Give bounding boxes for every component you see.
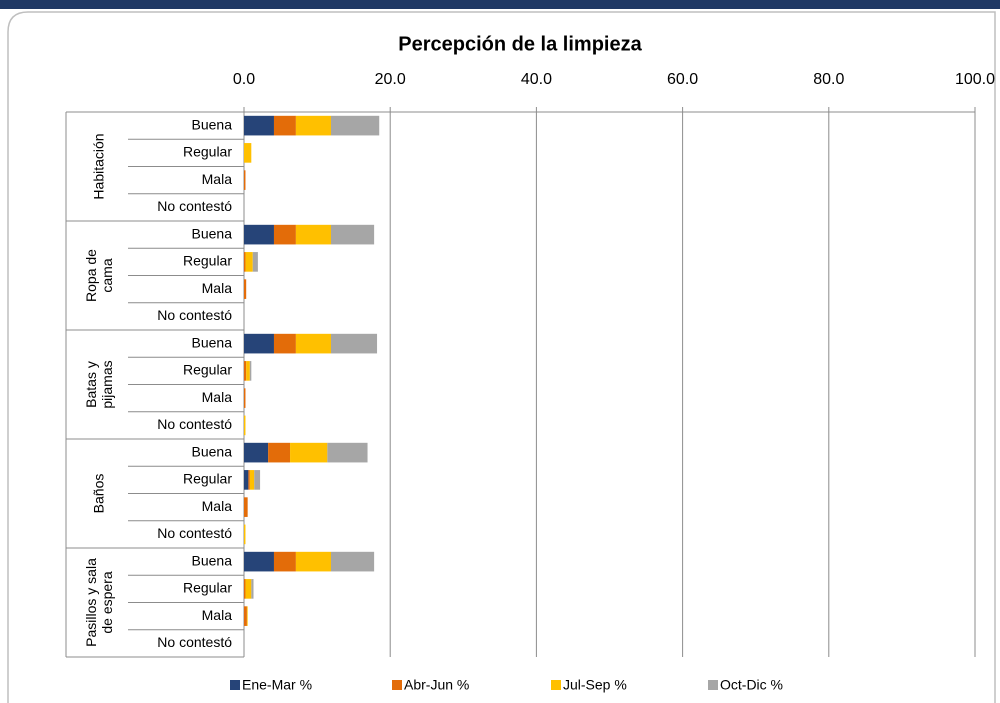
legend-swatch bbox=[708, 680, 718, 690]
y-tick-label: Mala bbox=[202, 607, 233, 623]
group-label: Baños bbox=[91, 474, 107, 514]
top-band bbox=[0, 0, 1000, 9]
x-tick-label: 60.0 bbox=[667, 71, 698, 88]
bar-segment bbox=[244, 279, 247, 299]
bar-segment bbox=[295, 115, 331, 136]
legend-label: Abr-Jun % bbox=[404, 677, 469, 693]
group-label: Pasillos y salade espera bbox=[83, 558, 115, 647]
bar-segment bbox=[252, 252, 258, 272]
y-tick-label: Buena bbox=[192, 116, 233, 132]
legend-label: Oct-Dic % bbox=[720, 677, 783, 693]
bar-segment bbox=[244, 415, 246, 436]
bar-segment bbox=[290, 442, 328, 463]
bar-segment bbox=[244, 606, 247, 626]
y-tick-label: No contestó bbox=[157, 634, 232, 650]
y-tick-label: Mala bbox=[202, 280, 233, 296]
group-label-line: pijamas bbox=[99, 360, 115, 408]
bar-segment bbox=[295, 551, 331, 572]
x-tick-label: 20.0 bbox=[375, 71, 406, 88]
bar-segment bbox=[249, 470, 255, 490]
x-tick-label: 80.0 bbox=[813, 71, 844, 88]
bar-segment bbox=[244, 224, 274, 245]
group-label-line: cama bbox=[99, 258, 115, 292]
y-tick-label: Regular bbox=[183, 144, 232, 160]
bar-segment bbox=[244, 579, 246, 599]
legend-swatch bbox=[230, 680, 240, 690]
x-tick-label: 40.0 bbox=[521, 71, 552, 88]
bar-segment bbox=[251, 579, 254, 599]
bar-segment bbox=[244, 470, 249, 490]
bar-segment bbox=[273, 551, 296, 572]
y-tick-label: Buena bbox=[192, 443, 233, 459]
legend-swatch bbox=[551, 680, 561, 690]
bar-segment bbox=[244, 442, 269, 463]
bar-segment bbox=[244, 497, 248, 517]
bar-segment bbox=[273, 333, 296, 354]
group-label-line: Ropa de bbox=[83, 249, 99, 302]
bar-segment bbox=[249, 361, 252, 381]
bar-segment bbox=[330, 115, 380, 136]
group-label: Habitación bbox=[91, 133, 107, 199]
bar-segment bbox=[248, 470, 250, 490]
y-tick-label: Mala bbox=[202, 171, 233, 187]
bar-segment bbox=[330, 333, 378, 354]
group-label-line: Batas y bbox=[83, 361, 99, 408]
y-tick-label: Mala bbox=[202, 389, 233, 405]
bar-segment bbox=[244, 551, 274, 572]
bar-segment bbox=[244, 333, 274, 354]
bar-segment bbox=[327, 442, 368, 463]
bar-segment bbox=[244, 170, 246, 190]
bar-segment bbox=[295, 224, 331, 245]
y-tick-label: Buena bbox=[192, 225, 233, 241]
x-tick-label: 100.0 bbox=[955, 71, 995, 88]
y-tick-label: Regular bbox=[183, 471, 232, 487]
legend-label: Ene-Mar % bbox=[242, 677, 312, 693]
group-label: Ropa decama bbox=[83, 249, 115, 302]
y-tick-label: Regular bbox=[183, 253, 232, 269]
bar-segment bbox=[244, 143, 252, 163]
y-tick-label: No contestó bbox=[157, 416, 232, 432]
bar-segment bbox=[244, 252, 246, 272]
y-tick-label: No contestó bbox=[157, 525, 232, 541]
y-tick-label: Mala bbox=[202, 498, 233, 514]
bar-segment bbox=[330, 551, 375, 572]
bar-segment bbox=[268, 442, 291, 463]
bar-segment bbox=[330, 224, 375, 245]
bar-segment bbox=[273, 115, 296, 136]
y-tick-label: Regular bbox=[183, 362, 232, 378]
bar-segment bbox=[273, 224, 296, 245]
legend-label: Jul-Sep % bbox=[563, 677, 627, 693]
bar-segment bbox=[244, 388, 246, 408]
bar-segment bbox=[254, 470, 261, 490]
group-label-line: de espera bbox=[99, 571, 115, 633]
group-label: Batas ypijamas bbox=[83, 360, 115, 408]
bar-segment bbox=[244, 361, 247, 381]
y-tick-label: No contestó bbox=[157, 307, 232, 323]
bar-segment bbox=[246, 606, 248, 626]
group-label-line: Pasillos y sala bbox=[83, 558, 99, 647]
legend-swatch bbox=[392, 680, 402, 690]
bar-segment bbox=[246, 361, 250, 381]
bar-segment bbox=[245, 252, 253, 272]
bar-segment bbox=[244, 524, 246, 545]
y-tick-label: Buena bbox=[192, 552, 233, 568]
bar-segment bbox=[295, 333, 331, 354]
y-tick-label: Regular bbox=[183, 580, 232, 596]
bar-segment bbox=[244, 115, 274, 136]
y-tick-label: No contestó bbox=[157, 198, 232, 214]
card-border bbox=[7, 11, 996, 703]
x-tick-label: 0.0 bbox=[233, 71, 255, 88]
y-tick-label: Buena bbox=[192, 334, 233, 350]
bar-segment bbox=[245, 579, 252, 599]
chart-title: Percepción de la limpieza bbox=[398, 33, 642, 55]
